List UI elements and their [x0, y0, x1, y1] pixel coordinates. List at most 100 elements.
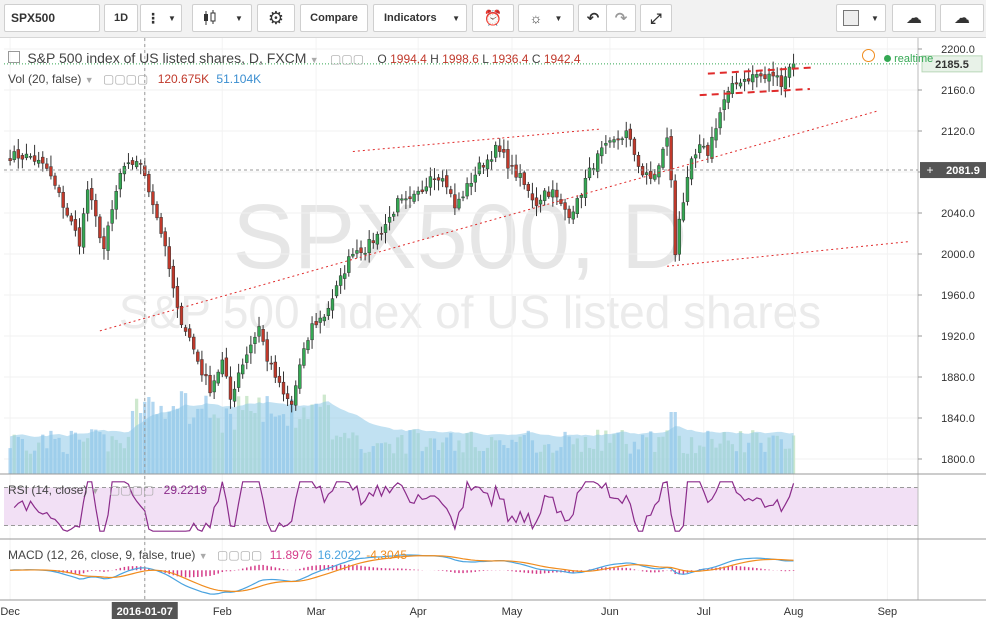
- live-dot-icon: [884, 55, 892, 62]
- candle-body: [494, 144, 498, 158]
- candle-body: [518, 173, 522, 178]
- candle-body: [510, 165, 514, 167]
- time-label: Sep: [878, 606, 898, 618]
- load-chart-button[interactable]: ☁: [892, 4, 936, 32]
- rsi-legend: RSI (14, close) ▼ ▢▢▢▢ 29.2219: [8, 483, 207, 497]
- candle-body: [677, 218, 681, 255]
- close-value: 1942.4: [543, 52, 581, 66]
- candle-body: [714, 128, 718, 141]
- candle-body: [502, 149, 506, 153]
- candle-body: [620, 138, 624, 141]
- candle-body: [481, 165, 486, 168]
- candle-body: [416, 190, 420, 195]
- crosshair-price-bg: [940, 162, 986, 179]
- candle-body: [738, 82, 743, 87]
- candle-body: [759, 73, 763, 77]
- candle-body: [710, 136, 714, 159]
- candle-body: [428, 176, 433, 188]
- candle-body: [726, 91, 730, 103]
- undo-icon: ↶: [586, 10, 600, 27]
- candle-body: [118, 173, 122, 190]
- volume-ma-area: [10, 401, 794, 474]
- candle-body: [775, 75, 779, 78]
- chevron-down-icon: ▼: [235, 13, 243, 23]
- alert-button[interactable]: ⏰: [472, 4, 514, 32]
- candle-body: [200, 359, 204, 376]
- legend-menu-icon[interactable]: ▼: [90, 486, 100, 496]
- layout-button[interactable]: ▼: [836, 4, 886, 32]
- interval-label: 1D: [113, 12, 129, 24]
- candle-body: [408, 196, 412, 200]
- interval-button[interactable]: 1D: [104, 4, 138, 32]
- price-tick-label: 2200.0: [941, 44, 975, 56]
- candle-body: [326, 308, 331, 316]
- candle-body: [294, 385, 298, 406]
- symbol-input[interactable]: SPX500: [4, 4, 100, 32]
- legend-settings-icon[interactable]: ▢▢▢▢: [217, 548, 263, 562]
- candle-body: [318, 317, 322, 323]
- compare-button[interactable]: Compare: [300, 4, 368, 32]
- candle-body: [600, 147, 604, 157]
- time-label: Dec: [0, 606, 20, 618]
- watermark-description: S&P 500 index of US listed shares: [119, 286, 821, 338]
- trend-lines[interactable]: [99, 66, 908, 332]
- lightbulb-icon: ☼: [529, 10, 543, 26]
- legend-settings-icon[interactable]: ▢▢▢: [330, 52, 365, 66]
- candle-body: [534, 197, 539, 206]
- candle-body: [624, 130, 628, 138]
- legend-settings-icon[interactable]: ▢▢▢▢: [102, 72, 149, 86]
- candle-body: [355, 250, 359, 254]
- ideas-button[interactable]: ☼ ▼: [518, 4, 574, 32]
- candle-body: [289, 400, 294, 405]
- candle-body: [322, 316, 326, 322]
- price-tick-label: 2160.0: [941, 85, 975, 97]
- high-value: 1998.6: [442, 52, 479, 66]
- candle-body: [208, 374, 212, 394]
- price-tick-label: 2040.0: [941, 208, 975, 220]
- candle-body: [69, 215, 74, 222]
- candle-body: [457, 198, 461, 209]
- price-tick-label: 1840.0: [941, 413, 975, 425]
- candle-body: [281, 381, 286, 395]
- candle-body: [28, 156, 33, 158]
- chevron-down-icon: ▼: [554, 13, 563, 23]
- macd-value: 11.8976: [269, 548, 313, 562]
- candle-body: [37, 159, 41, 164]
- candle-body: [236, 372, 241, 388]
- save-chart-button[interactable]: ☁: [940, 4, 984, 32]
- candle-body: [269, 362, 273, 365]
- undo-button[interactable]: ↶: [578, 4, 608, 32]
- chart-area[interactable]: SPX500, D S&P 500 index of US listed sha…: [0, 38, 986, 619]
- trend-line: [667, 241, 908, 267]
- chart-type-button[interactable]: ▼: [192, 4, 252, 32]
- candle-body: [261, 329, 265, 342]
- time-label: Feb: [213, 606, 232, 618]
- volume-legend: Vol (20, false) ▼ ▢▢▢▢ 120.675K 51.104K: [8, 72, 261, 86]
- dots-vertical-icon: ⋮: [146, 9, 161, 26]
- candle-body: [767, 73, 771, 82]
- candle-body: [330, 298, 335, 311]
- candlestick-icon: [204, 10, 216, 25]
- candle-body: [575, 198, 579, 214]
- chart-svg[interactable]: SPX500, D S&P 500 index of US listed sha…: [0, 38, 986, 619]
- settings-button[interactable]: ⚙: [257, 4, 295, 32]
- candle-body: [41, 156, 45, 164]
- candle-body: [224, 357, 229, 377]
- fullscreen-button[interactable]: ⤢: [640, 4, 672, 32]
- indicators-label: Indicators: [384, 12, 437, 24]
- indicators-button[interactable]: Indicators ▼: [373, 4, 467, 32]
- redo-button[interactable]: ↷: [606, 4, 636, 32]
- candle-body: [689, 158, 694, 180]
- candle-body: [383, 224, 388, 233]
- legend-menu-icon[interactable]: ▼: [309, 55, 319, 65]
- more-menu-button[interactable]: ⋮ ▼: [140, 4, 182, 32]
- legend-menu-icon[interactable]: ▼: [84, 75, 94, 85]
- candle-body: [16, 149, 20, 159]
- legend-settings-icon[interactable]: ▢▢▢▢: [108, 483, 155, 497]
- legend-menu-icon[interactable]: ▼: [198, 551, 208, 561]
- o-label: O: [377, 52, 387, 66]
- candle-body: [489, 159, 494, 162]
- macd-label: MACD (12, 26, close, 9, false, true): [8, 548, 196, 562]
- crosshair-plus-icon: +: [926, 163, 933, 177]
- macd-signal-value: 16.2022: [317, 548, 361, 562]
